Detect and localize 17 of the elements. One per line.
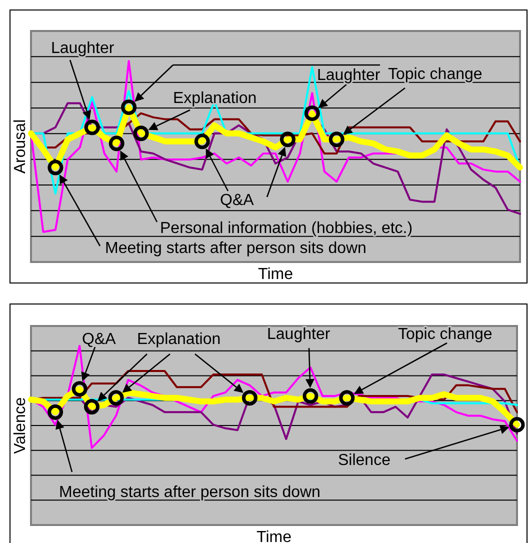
annotation: Silence — [338, 452, 391, 469]
annotation: Q&A — [220, 192, 254, 209]
text: Laughter — [267, 326, 331, 343]
text: Laughter — [51, 40, 115, 57]
text: Topic change — [398, 326, 492, 343]
x-axis-title: Time — [256, 529, 292, 543]
annotation: Explanation — [173, 90, 257, 107]
y-axis-title: Valence — [12, 397, 29, 454]
annotation: Explanation — [137, 331, 221, 348]
y-axis-title: Arousal — [12, 119, 29, 174]
annotation: Q&A — [82, 331, 116, 348]
annotation: Meeting starts after person sits down — [105, 240, 366, 257]
annotation: Topic change — [388, 66, 482, 83]
annotation: Meeting starts after person sits down — [59, 484, 320, 501]
annotation: Laughter — [317, 67, 381, 84]
annotation: Personal information (hobbies, etc.) — [160, 220, 413, 237]
x-axis-title: Time — [258, 266, 294, 283]
